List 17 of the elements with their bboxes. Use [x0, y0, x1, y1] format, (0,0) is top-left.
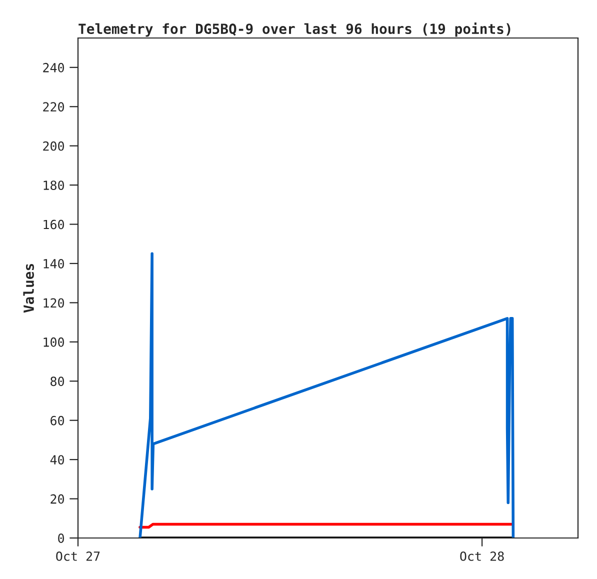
y-tick-label: 220 — [43, 102, 64, 112]
y-tick-label: 40 — [50, 455, 64, 465]
y-tick-label: 0 — [58, 534, 64, 543]
y-axis-title: Values — [23, 264, 34, 313]
y-tick-label: 140 — [44, 258, 64, 268]
y-tick-label: 120 — [44, 298, 64, 308]
y-tick-label: 20 — [50, 494, 64, 504]
y-tick-label: 240 — [43, 62, 64, 72]
x-tick-label: Oct 28 — [460, 551, 504, 561]
y-tick-label: 80 — [50, 376, 64, 386]
y-tick-label: 160 — [44, 220, 64, 230]
y-tick-label: 200 — [43, 141, 64, 151]
y-tick-label: 100 — [44, 337, 64, 347]
y-tick-label: 60 — [50, 416, 64, 426]
chart-title: Telemetry for DG5BQ-9 over last 96 hours (19 points) — [78, 22, 510, 37]
y-tick-label: 180 — [44, 180, 64, 190]
x-tick-label: Oct 27 — [56, 551, 100, 561]
